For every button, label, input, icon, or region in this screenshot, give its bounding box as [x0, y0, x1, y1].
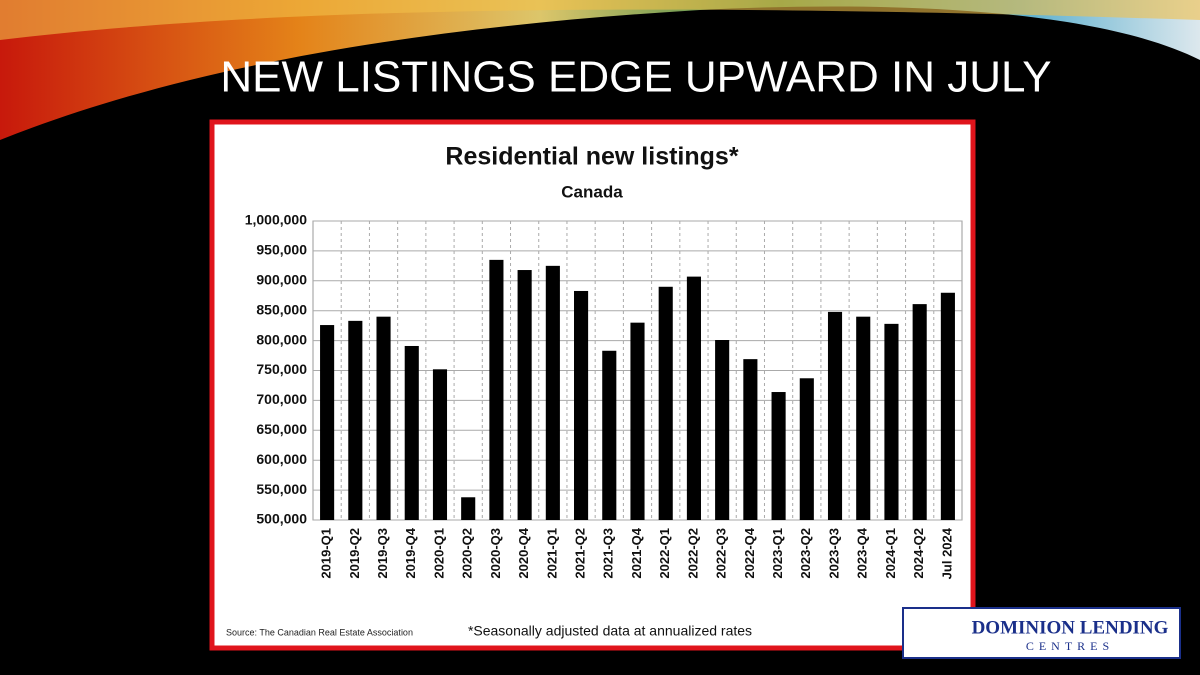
bar	[376, 316, 391, 520]
y-tick-label: 750,000	[256, 361, 307, 377]
x-tick-label: 2019-Q4	[403, 527, 418, 578]
bar	[884, 323, 899, 520]
bar	[715, 340, 730, 520]
x-tick-label: 2020-Q3	[488, 528, 503, 579]
bar	[658, 286, 673, 520]
bar	[771, 392, 786, 520]
y-tick-label: 500,000	[256, 511, 307, 527]
y-tick-label: 950,000	[256, 242, 307, 258]
bar	[799, 378, 814, 520]
swoosh	[0, 0, 1200, 140]
x-tick-label: 2021-Q2	[573, 528, 588, 579]
x-tick-label: Jul 2024	[939, 527, 954, 579]
x-tick-label: 2019-Q3	[375, 528, 390, 579]
x-tick-label: 2024-Q1	[883, 528, 898, 579]
source: Source: The Canadian Real Estate Associa…	[226, 627, 413, 637]
y-tick-label: 900,000	[256, 272, 307, 288]
x-tick-label: 2020-Q2	[460, 528, 475, 579]
slide-title: NEW LISTINGS EDGE UPWARD IN JULY	[220, 53, 1051, 102]
x-tick-label: 2022-Q4	[742, 527, 757, 578]
x-tick-label: 2024-Q2	[911, 528, 926, 579]
plot: 500,000 550,000 600,000 650,000 700,000 750,0…	[245, 212, 963, 579]
logo-box	[902, 607, 1181, 659]
x-tick-label: 2023-Q2	[798, 528, 813, 579]
x-tick-label: 2023-Q1	[770, 528, 785, 579]
bar	[489, 259, 504, 520]
y-tick-label: 650,000	[256, 421, 307, 437]
x-tick-label: 2022-Q2	[685, 528, 700, 579]
bar	[940, 292, 955, 520]
chart-frame	[209, 119, 976, 651]
bar	[517, 270, 532, 520]
x-tick-label: 2022-Q3	[714, 528, 729, 579]
footnote: *Seasonally adjusted data at annualized …	[468, 623, 752, 639]
x-tick-label: 2021-Q3	[601, 528, 616, 579]
x-tick-label: 2022-Q1	[657, 528, 672, 579]
bar	[320, 325, 335, 520]
bar	[602, 350, 617, 520]
bar	[743, 359, 758, 520]
x-tick-label: 2021-Q4	[629, 527, 644, 578]
bar	[432, 369, 448, 520]
x-tick-label: 2020-Q1	[431, 528, 446, 579]
swoosh-highlight	[0, 0, 1200, 40]
bar	[461, 497, 476, 520]
logo-line2: CENTRES	[1026, 639, 1114, 653]
bar	[348, 320, 363, 520]
x-tick-label: 2019-Q1	[319, 528, 334, 579]
x-tick-label: 2019-Q2	[347, 528, 362, 579]
bar	[912, 304, 927, 520]
y-tick-label: 800,000	[256, 331, 307, 347]
bar	[630, 322, 645, 520]
x-tick-label: 2023-Q3	[826, 528, 841, 579]
y-tick-label: 700,000	[256, 391, 307, 407]
bar	[686, 276, 701, 520]
chart-title: Residential new listings*	[445, 143, 738, 171]
bar	[827, 311, 843, 520]
x-tick-label: 2023-Q4	[855, 527, 870, 578]
logo-line1: DOMINION LENDING	[972, 617, 1169, 638]
bar	[545, 265, 560, 520]
y-tick-label: 850,000	[256, 301, 307, 317]
x-tick-label: 2021-Q1	[544, 528, 559, 579]
bar	[574, 290, 589, 520]
y-tick-label: 550,000	[256, 481, 307, 497]
bar	[856, 316, 871, 520]
chart-subtitle: Canada	[561, 182, 623, 201]
x-tick-label: 2020-Q4	[516, 527, 531, 578]
bar	[404, 345, 419, 520]
y-tick-label: 600,000	[256, 451, 307, 467]
y-tick-label: 1,000,000	[245, 212, 307, 228]
